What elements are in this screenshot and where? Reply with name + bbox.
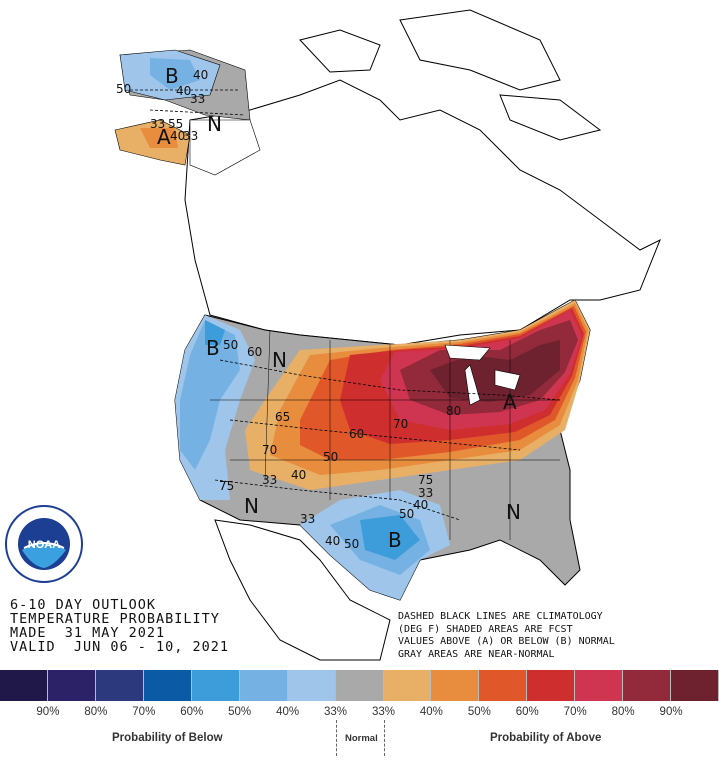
alaska-n-letter: N	[207, 112, 222, 136]
legend-note-line: DASHED BLACK LINES ARE CLIMATOLOGY	[398, 611, 603, 622]
contour-label: 75	[219, 479, 235, 493]
contour-label: 40	[170, 129, 186, 143]
colorbar-label: 80%	[611, 706, 635, 718]
colorbar-swatch	[239, 670, 288, 701]
outlook-title-line: VALID JUN 06 - 10, 2021	[10, 639, 230, 655]
mexico	[214, 519, 391, 661]
colorbar-label: 33%	[324, 706, 348, 718]
noaa-logo-text: NOAA	[28, 539, 60, 551]
contour-label: 40	[291, 468, 307, 482]
outlook-map: NOAA B N A B N N B N A 40 40 33 50 33 55…	[4, 9, 718, 661]
outlook-title-line: 6-10 DAY OUTLOOK	[10, 597, 157, 613]
contour-label: 33	[300, 512, 316, 526]
contour-label: 60	[247, 345, 263, 359]
legend-note-line: GRAY AREAS ARE NEAR-NORMAL	[398, 648, 555, 660]
contour-label: 70	[262, 443, 278, 457]
colorbar-swatch	[479, 670, 528, 701]
colorbar-swatch	[0, 670, 48, 701]
colorbar-swatch	[527, 670, 576, 701]
colorbar-label: 90%	[659, 706, 683, 718]
colorbar-swatch	[575, 670, 624, 701]
contour-label: 50	[344, 537, 360, 551]
nw-n-letter: N	[272, 348, 287, 372]
west-b-letter: B	[206, 336, 220, 360]
colorbar-label: 33%	[371, 706, 395, 718]
arctic-islands-3	[499, 94, 602, 141]
colorbar-swatch	[335, 670, 384, 701]
canada-landmass	[184, 79, 661, 346]
colorbar-label: 40%	[419, 706, 443, 718]
contour-label: 55	[168, 117, 184, 131]
colorbar-label: 50%	[467, 706, 491, 718]
contour-label: 50	[116, 82, 132, 96]
contour-label: 40	[325, 534, 341, 548]
contour-label: 33	[418, 486, 434, 500]
contour-label: 33	[150, 117, 166, 131]
contour-label: 33	[190, 92, 206, 106]
contour-label: 40	[413, 498, 429, 512]
colorbar-label: 60%	[515, 706, 539, 718]
outlook-title-line: MADE 31 MAY 2021	[10, 625, 166, 641]
noaa-logo: NOAA	[4, 504, 84, 584]
alaska-a-letter: A	[157, 125, 171, 149]
probability-above-label: Probability of Above	[490, 732, 602, 744]
colorbar-swatch	[383, 670, 432, 701]
probability-colorbar-labels: 90% 80% 70% 60% 50% 40% 33% 33% 40% 50% 60% 70% 80% 9…	[0, 706, 719, 722]
sw-n-letter: N	[244, 494, 259, 518]
colorbar-label: 50%	[228, 706, 252, 718]
probability-colorbar	[0, 670, 719, 701]
contour-label: 40	[176, 84, 192, 98]
alaska-b-letter: B	[165, 64, 179, 88]
colorbar-label: 40%	[276, 706, 300, 718]
colorbar-label: 70%	[563, 706, 587, 718]
map-graphic	[114, 9, 661, 661]
contour-label: 80	[446, 404, 462, 418]
colorbar-swatch	[143, 670, 192, 701]
colorbar-swatch	[47, 670, 96, 701]
probability-below-label: Probability of Below	[112, 732, 223, 744]
contour-label: 33	[262, 473, 278, 487]
colorbar-swatch	[623, 670, 672, 701]
contour-label: 50	[323, 450, 339, 464]
colorbar-swatch	[671, 670, 719, 701]
contour-label: 75	[418, 473, 434, 487]
legend-note-line: (DEG F) SHADED AREAS ARE FCST	[398, 623, 573, 635]
arctic-islands-2	[399, 9, 561, 91]
colorbar-swatch	[191, 670, 240, 701]
outlook-title-block: 6-10 DAY OUTLOOK TEMPERATURE PROBABILITY…	[10, 598, 310, 654]
colorbar-label: 70%	[132, 706, 156, 718]
se-n-letter: N	[506, 500, 521, 524]
outlook-title-line: TEMPERATURE PROBABILITY	[10, 611, 220, 627]
arctic-islands	[299, 29, 381, 73]
colorbar-swatch	[431, 670, 480, 701]
colorbar-swatch	[287, 670, 336, 701]
contour-label: 50	[399, 507, 415, 521]
ne-a-letter: A	[503, 390, 517, 414]
colorbar-label: 90%	[36, 706, 60, 718]
colorbar-swatch	[95, 670, 144, 701]
normal-label: Normal	[345, 733, 378, 744]
normal-divider-left	[336, 720, 337, 756]
legend-note-line: VALUES ABOVE (A) OR BELOW (B) NORMAL	[398, 636, 615, 647]
alaska-shading	[114, 49, 261, 176]
colorbar-label: 60%	[180, 706, 204, 718]
contour-label: 70	[393, 417, 409, 431]
contour-label: 50	[223, 338, 239, 352]
contour-label: 33	[183, 129, 199, 143]
colorbar-label: 80%	[84, 706, 108, 718]
contour-label: 60	[349, 427, 365, 441]
texas-b-letter: B	[388, 528, 402, 552]
contour-label: 65	[275, 410, 291, 424]
legend-note: DASHED BLACK LINES ARE CLIMATOLOGY (DEG …	[398, 611, 718, 661]
normal-divider-right	[384, 720, 385, 756]
contour-label: 40	[193, 68, 209, 82]
